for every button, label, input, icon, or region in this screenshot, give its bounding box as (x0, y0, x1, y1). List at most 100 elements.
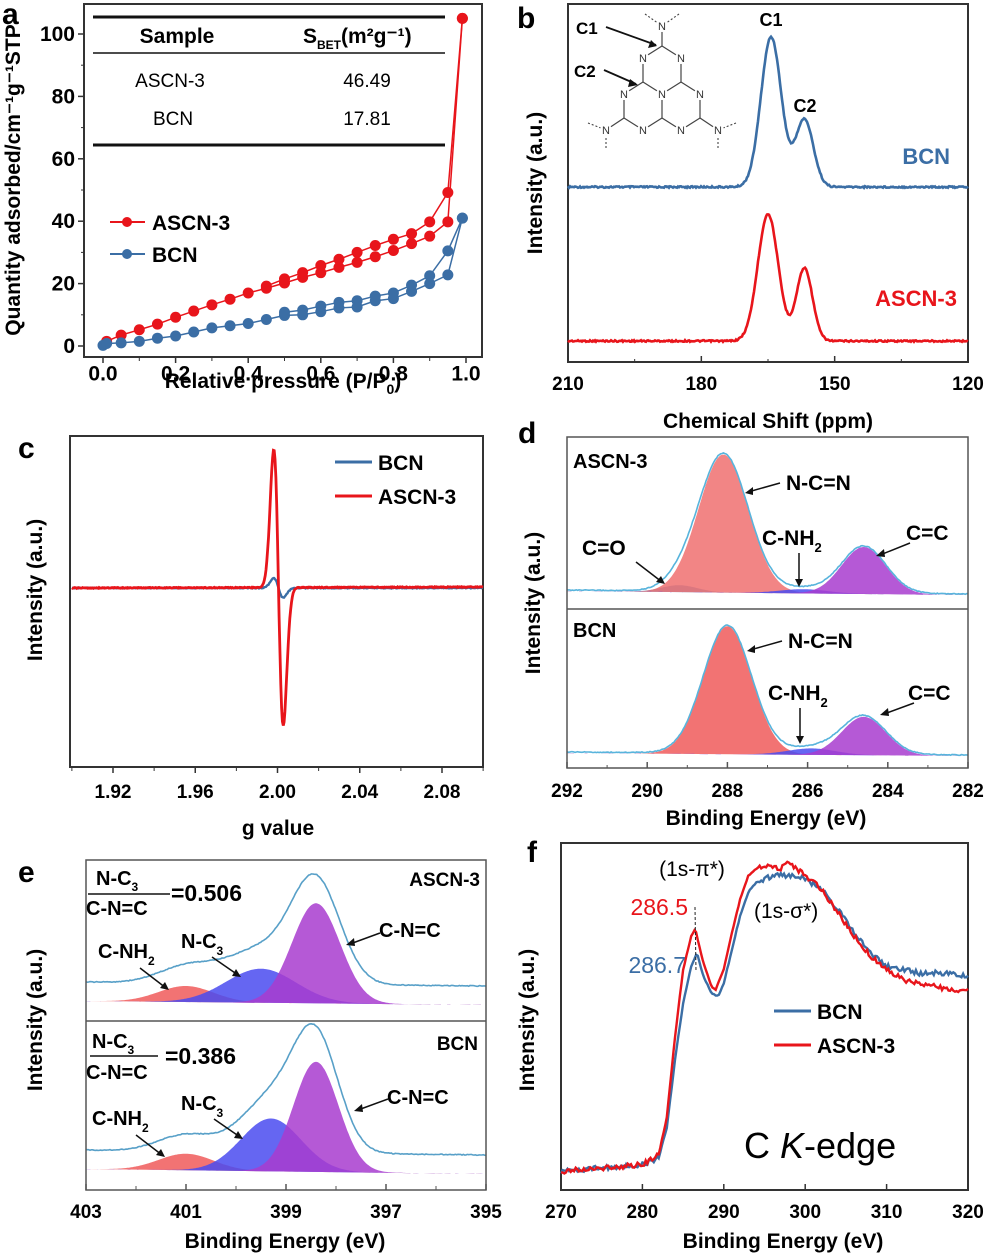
peak-label-co: C=O (582, 537, 626, 560)
data-point-ascn-3 (424, 216, 436, 228)
sample-label-ascn3: ASCN-3 (573, 451, 647, 473)
arrow-co (635, 561, 663, 583)
x-tick-label: 2.08 (424, 782, 461, 803)
plot-frame-c (69, 435, 484, 768)
x-tick-label: 399 (270, 1202, 302, 1223)
nmr-spectrum-ascn-3 (567, 212, 969, 344)
data-point-ascn-3 (333, 261, 345, 273)
arrowhead-ncn (747, 645, 755, 653)
envelope-curve (85, 1022, 487, 1157)
arrow-cnc (349, 932, 381, 945)
peak-value-ascn3: 286.5 (630, 894, 688, 920)
arrowhead-cnh2 (160, 982, 169, 990)
x-tick-label: 1.92 (95, 782, 132, 803)
x-tick-label: 150 (819, 374, 851, 395)
peak-value-bcn: 286.7 (628, 952, 686, 978)
x-tick-label: 288 (712, 781, 744, 802)
x-tick-label: 0.0 (88, 362, 117, 385)
arrowhead-cc (880, 708, 889, 716)
data-point-ascn-3 (333, 253, 345, 265)
atom-label-n: N (602, 125, 610, 137)
arrowhead-co (656, 576, 665, 584)
data-point-bcn (115, 337, 127, 349)
data-point-ascn-3 (315, 260, 327, 272)
xanes-spectrum-bcn (559, 870, 969, 1174)
x-tick-label: 2.00 (259, 782, 296, 803)
fit-component-c-nh2 (567, 748, 968, 756)
legend-label: BCN (378, 452, 424, 475)
x-tick-label: 320 (952, 1202, 984, 1223)
x-tick-label: 180 (685, 374, 717, 395)
table-cell: 46.49 (343, 71, 391, 92)
x-tick-label: 395 (470, 1202, 502, 1223)
x-tick-label: 290 (631, 781, 663, 802)
peak-label-cnc: C-N=C (387, 1087, 449, 1109)
atom-bg (637, 52, 649, 64)
x-tick-label: 0.6 (306, 362, 335, 385)
peak-label-c1: C1 (759, 10, 782, 30)
data-point-bcn (101, 338, 113, 350)
ratio-value: =0.386 (165, 1043, 236, 1069)
peak-label-ncn: N-C=N (786, 472, 851, 495)
arrow-ncn (749, 640, 783, 651)
peak-label-cnh2: C-NH2 (768, 682, 828, 710)
atom-label-n: N (658, 21, 666, 33)
legend-label: ASCN-3 (817, 1035, 895, 1058)
arrow-nc3 (213, 1118, 241, 1138)
peak-label-nc3: N-C3 (181, 931, 224, 958)
legend-marker-bcn (122, 249, 132, 259)
panel-label-f: f (527, 836, 538, 869)
panel-label-e: e (18, 856, 35, 889)
x-axis-label-d: Binding Energy (eV) (666, 807, 867, 830)
fit-component-c-nh2 (567, 589, 968, 595)
annotation-1s-pi: (1s-π*) (659, 858, 725, 881)
legend-label: BCN (817, 1001, 863, 1024)
table-header-sample: Sample (140, 25, 215, 48)
atom-bg (600, 124, 612, 136)
ratio-value: =0.506 (171, 880, 242, 906)
peak-label-cnh2: C-NH2 (762, 527, 822, 555)
fit-component-c-c (567, 547, 968, 595)
y-axis-label-f: Intensity (a.u.) (516, 949, 539, 1091)
fit-component-c-n-c (86, 1061, 486, 1174)
legend-marker-ascn3 (122, 217, 132, 227)
peak-label-cnh2: C-NH2 (92, 1108, 149, 1135)
data-point-bcn (442, 269, 454, 281)
data-point-bcn (170, 330, 182, 342)
atom-label-n: N (677, 125, 685, 137)
y-tick-label: 80 (52, 85, 75, 108)
y-axis-label-d: Intensity (a.u.) (522, 532, 545, 674)
arrow-cnh2 (139, 967, 167, 989)
x-tick-label: 0.4 (234, 362, 264, 385)
data-point-ascn-3 (224, 293, 236, 305)
table-cell: 17.81 (343, 109, 391, 130)
arrow-cnc (357, 1098, 389, 1111)
y-axis-label-e: Intensity (a.u.) (24, 949, 47, 1091)
x-axis-label-a: Relative pressure (P/P0) (165, 370, 402, 397)
ratio-denominator: C-N=C (86, 898, 148, 920)
x-tick-label: 270 (545, 1202, 577, 1223)
annotation-1s-sigma: (1s-σ*) (754, 900, 818, 923)
x-tick-label: 1.0 (451, 362, 480, 385)
data-point-bcn (242, 318, 254, 330)
sample-label-bcn: BCN (573, 620, 616, 642)
peak-label-cc: C=C (908, 682, 951, 705)
isotherm-line-ascn-3-desorption (266, 18, 464, 287)
data-point-ascn-3 (387, 245, 399, 257)
data-point-bcn (133, 335, 145, 347)
data-point-bcn (151, 332, 163, 344)
data-point-ascn-3 (424, 230, 436, 242)
data-point-ascn-3 (297, 267, 309, 279)
panel-c: c 1.92 1.96 2.00 2.04 2.08 Intensity (a.u.) … (18, 432, 484, 840)
data-point-bcn (406, 279, 418, 291)
fit-component-c-nh2 (86, 1153, 486, 1174)
atom-label-n: N (677, 53, 685, 65)
panel-label-a: a (2, 0, 19, 31)
heptazine-structure-diagram: N N N N N N N N N N (587, 13, 737, 150)
panel-label-d: d (518, 417, 536, 450)
table-cell: ASCN-3 (135, 71, 205, 92)
panel-f: f 270 280 290 300 310 320 Intensity (a.u.) Bi… (516, 836, 984, 1253)
data-point-ascn-3 (406, 228, 418, 240)
data-point-bcn (297, 304, 309, 316)
ratio-numerator: N-C3 (96, 868, 139, 894)
